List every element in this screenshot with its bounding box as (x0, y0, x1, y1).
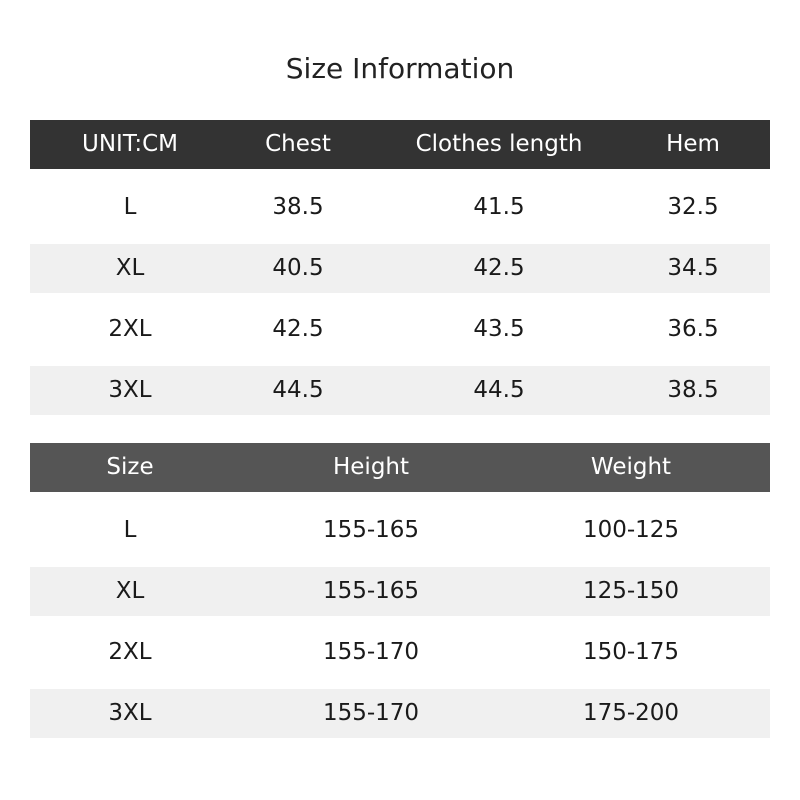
column-header: Clothes length (415, 131, 583, 157)
table-row: 3XL 155-170 175-200 (30, 689, 770, 738)
table-cell: 155-165 (322, 517, 420, 543)
table-cell: 32.5 (667, 194, 719, 220)
page-title: Size Information (285, 52, 515, 85)
column-header: Hem (666, 131, 720, 157)
table-cell: 155-170 (322, 639, 420, 665)
table-cell: 43.5 (473, 316, 525, 342)
table-cell: 44.5 (473, 377, 525, 403)
table-row: L 38.5 41.5 32.5 (30, 183, 770, 232)
table-cell: 175-200 (582, 700, 680, 726)
table-cell: 36.5 (667, 316, 719, 342)
table-cell: 38.5 (272, 194, 324, 220)
table-cell: 3XL (108, 377, 152, 403)
table-cell: 38.5 (667, 377, 719, 403)
column-header: UNIT:CM (82, 131, 178, 157)
table-cell: XL (115, 578, 145, 604)
table-cell: 155-165 (322, 578, 420, 604)
table-row: 2XL 155-170 150-175 (30, 628, 770, 677)
header-row: Size Height Weight (30, 443, 770, 492)
table-cell: L (123, 194, 137, 220)
table-cell: 3XL (108, 700, 152, 726)
table-cell: 2XL (108, 639, 152, 665)
table-cell: 40.5 (272, 255, 324, 281)
column-header: Height (332, 454, 410, 480)
column-header: Size (106, 454, 154, 480)
table-row: 3XL 44.5 44.5 38.5 (30, 366, 770, 415)
table-cell: 100-125 (582, 517, 680, 543)
table-cell: 44.5 (272, 377, 324, 403)
table-row: L 155-165 100-125 (30, 506, 770, 555)
table-cell: 150-175 (582, 639, 680, 665)
table-cell: XL (115, 255, 145, 281)
table-row: 2XL 42.5 43.5 36.5 (30, 305, 770, 354)
table-row: XL 40.5 42.5 34.5 (30, 244, 770, 293)
table-cell: 42.5 (473, 255, 525, 281)
column-header: Chest (265, 131, 331, 157)
table-cell: 2XL (108, 316, 152, 342)
table-cell: 34.5 (667, 255, 719, 281)
table-cell: L (123, 517, 137, 543)
table-cell: 125-150 (582, 578, 680, 604)
column-header: Weight (590, 454, 672, 480)
table-cell: 41.5 (473, 194, 525, 220)
table-cell: 42.5 (272, 316, 324, 342)
table-cell: 155-170 (322, 700, 420, 726)
table-row: XL 155-165 125-150 (30, 567, 770, 616)
header-row: UNIT:CM Chest Clothes length Hem (30, 120, 770, 169)
